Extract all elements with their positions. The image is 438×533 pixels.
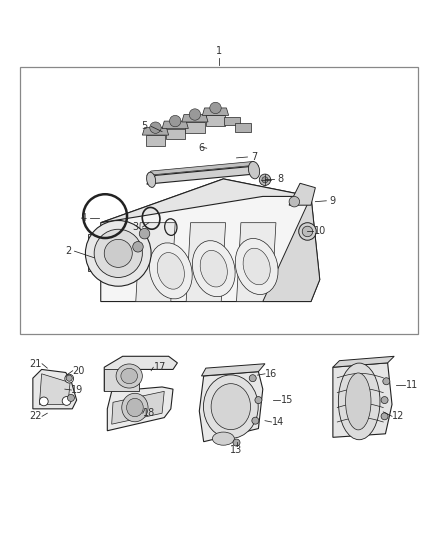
Circle shape (39, 397, 48, 406)
Circle shape (65, 374, 74, 383)
Text: 11: 11 (406, 379, 418, 390)
Circle shape (252, 417, 259, 424)
Text: 1: 1 (216, 46, 222, 56)
Text: 5: 5 (141, 122, 148, 131)
Polygon shape (201, 364, 265, 376)
Polygon shape (107, 387, 173, 431)
Text: 2: 2 (65, 246, 71, 256)
Circle shape (249, 375, 256, 382)
Text: 16: 16 (265, 369, 278, 379)
Circle shape (259, 174, 271, 185)
Polygon shape (101, 179, 311, 223)
Bar (20, 67, 418, 334)
Text: 8: 8 (277, 174, 283, 184)
Ellipse shape (121, 368, 138, 384)
Text: 19: 19 (71, 385, 83, 395)
Ellipse shape (243, 248, 270, 285)
Text: 6: 6 (198, 143, 205, 154)
Circle shape (150, 122, 161, 133)
Circle shape (104, 239, 132, 268)
Text: 7: 7 (251, 152, 257, 162)
Text: 17: 17 (154, 362, 166, 372)
Ellipse shape (149, 243, 192, 299)
Ellipse shape (192, 241, 235, 297)
Polygon shape (185, 122, 205, 133)
Text: 18: 18 (143, 408, 155, 418)
Polygon shape (182, 115, 208, 122)
Polygon shape (206, 115, 225, 126)
Circle shape (383, 378, 390, 385)
Circle shape (289, 197, 300, 207)
Circle shape (189, 109, 201, 120)
Circle shape (302, 226, 313, 237)
Ellipse shape (200, 251, 227, 287)
Polygon shape (101, 179, 320, 302)
Circle shape (210, 102, 221, 114)
Circle shape (170, 115, 181, 127)
Circle shape (255, 397, 262, 403)
Ellipse shape (211, 384, 251, 430)
Polygon shape (199, 372, 263, 442)
Ellipse shape (122, 393, 148, 422)
Polygon shape (333, 356, 394, 367)
Ellipse shape (203, 375, 258, 439)
Polygon shape (147, 166, 258, 184)
Polygon shape (289, 183, 315, 205)
Circle shape (139, 229, 150, 239)
Ellipse shape (338, 363, 380, 440)
Circle shape (233, 439, 240, 446)
Ellipse shape (346, 373, 371, 430)
Polygon shape (224, 117, 240, 125)
Ellipse shape (147, 172, 155, 188)
Polygon shape (166, 128, 185, 140)
Polygon shape (136, 223, 175, 302)
Circle shape (62, 397, 71, 405)
Ellipse shape (116, 364, 142, 388)
Text: 3: 3 (133, 222, 139, 232)
Text: 12: 12 (392, 411, 405, 421)
Circle shape (85, 221, 151, 286)
Circle shape (381, 397, 388, 403)
Polygon shape (162, 121, 188, 128)
Polygon shape (235, 123, 251, 132)
Text: 13: 13 (230, 445, 243, 455)
Circle shape (262, 177, 268, 183)
Ellipse shape (127, 398, 143, 417)
Ellipse shape (157, 253, 184, 289)
Polygon shape (186, 223, 226, 302)
Polygon shape (146, 135, 165, 146)
Circle shape (94, 229, 142, 278)
Text: 14: 14 (272, 417, 284, 427)
Text: 4: 4 (80, 213, 86, 223)
Text: 9: 9 (330, 196, 336, 206)
Ellipse shape (212, 432, 234, 445)
Text: 21: 21 (30, 359, 42, 369)
Polygon shape (202, 108, 229, 115)
Polygon shape (112, 391, 164, 424)
Polygon shape (263, 197, 320, 302)
Circle shape (67, 394, 74, 401)
Polygon shape (142, 128, 169, 135)
Polygon shape (104, 356, 177, 391)
Circle shape (381, 413, 388, 420)
Text: 20: 20 (73, 366, 85, 376)
Polygon shape (237, 223, 276, 302)
Circle shape (299, 223, 316, 240)
Polygon shape (104, 369, 139, 391)
Polygon shape (333, 363, 392, 437)
Text: 22: 22 (30, 411, 42, 421)
Circle shape (133, 241, 143, 252)
Polygon shape (88, 233, 118, 271)
Ellipse shape (235, 238, 278, 295)
Text: 15: 15 (281, 395, 293, 405)
Ellipse shape (248, 161, 260, 179)
Polygon shape (39, 374, 70, 405)
Text: 10: 10 (314, 227, 326, 237)
Polygon shape (33, 369, 77, 409)
Circle shape (66, 375, 72, 381)
Polygon shape (147, 161, 254, 175)
